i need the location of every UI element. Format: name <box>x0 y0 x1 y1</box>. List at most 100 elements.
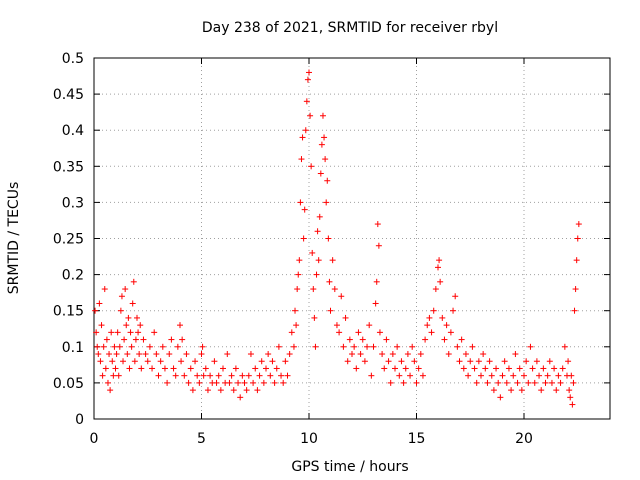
data-point <box>99 372 106 379</box>
data-point <box>469 343 476 350</box>
data-point <box>473 379 480 386</box>
x-tick-label: 15 <box>408 431 426 447</box>
data-point <box>307 112 314 119</box>
x-tick-label: 20 <box>515 431 533 447</box>
data-point <box>376 329 383 336</box>
data-point <box>342 314 349 321</box>
data-point <box>120 358 127 365</box>
data-point <box>480 351 487 358</box>
data-point <box>570 379 577 386</box>
data-point <box>318 141 325 148</box>
y-tick-label: 0 <box>75 412 84 428</box>
data-point <box>103 336 110 343</box>
data-point <box>157 358 164 365</box>
data-point <box>462 351 469 358</box>
data-point <box>497 394 504 401</box>
data-point <box>437 278 444 285</box>
x-tick-label: 0 <box>90 431 99 447</box>
data-point <box>409 343 416 350</box>
data-point <box>299 134 306 141</box>
data-point <box>415 365 422 372</box>
data-point <box>101 286 108 293</box>
data-point <box>351 343 358 350</box>
data-point <box>417 351 424 358</box>
data-point <box>516 365 523 372</box>
data-point <box>177 322 183 329</box>
x-tick-label: 5 <box>197 431 206 447</box>
data-point <box>265 351 272 358</box>
data-point <box>174 343 181 350</box>
data-point <box>288 329 295 336</box>
data-point <box>196 379 203 386</box>
data-point <box>230 387 237 394</box>
data-point <box>346 336 353 343</box>
data-point <box>456 358 463 365</box>
data-point <box>361 358 368 365</box>
data-point <box>135 329 142 336</box>
data-point <box>245 372 252 379</box>
data-point <box>179 336 186 343</box>
data-point <box>452 293 459 300</box>
data-point <box>374 221 381 228</box>
axis-ticks: 0 0.05 0.1 0.15 0.2 0.25 0.3 0.35 0.4 0.45 0.5 0 5 10… <box>53 51 610 447</box>
data-point <box>118 293 125 300</box>
data-point <box>316 213 323 220</box>
data-point <box>465 372 472 379</box>
data-point <box>450 307 457 314</box>
data-point <box>321 134 328 141</box>
data-point <box>269 358 276 365</box>
data-point <box>93 329 100 336</box>
data-point <box>294 286 301 293</box>
data-point <box>525 379 532 386</box>
data-point <box>113 351 120 358</box>
data-point <box>467 358 474 365</box>
data-point <box>267 372 274 379</box>
data-point <box>400 379 407 386</box>
data-point <box>104 379 111 386</box>
data-point <box>490 387 497 394</box>
data-point <box>338 293 345 300</box>
data-point <box>226 379 233 386</box>
data-point <box>366 322 373 329</box>
data-point <box>172 372 179 379</box>
data-point <box>447 329 454 336</box>
data-point <box>568 372 575 379</box>
data-point <box>166 351 173 358</box>
data-point <box>183 351 190 358</box>
data-points <box>92 69 582 408</box>
data-point <box>95 351 102 358</box>
data-point <box>501 358 508 365</box>
data-point <box>424 322 431 329</box>
y-axis-label: SRMTID / TECUs <box>6 182 22 295</box>
data-point <box>495 379 502 386</box>
data-point <box>168 336 175 343</box>
data-point <box>368 372 375 379</box>
y-tick-label: 0.3 <box>62 195 84 211</box>
data-point <box>181 372 188 379</box>
data-point <box>333 322 340 329</box>
data-point <box>292 307 299 314</box>
data-point <box>394 343 401 350</box>
data-point <box>110 372 117 379</box>
data-point <box>317 170 324 177</box>
data-point <box>458 336 465 343</box>
data-point <box>566 387 573 394</box>
data-point <box>404 351 411 358</box>
data-point <box>239 372 246 379</box>
y-tick-label: 0.4 <box>62 123 84 139</box>
data-point <box>454 343 461 350</box>
data-point <box>153 351 160 358</box>
data-point <box>98 322 105 329</box>
data-point <box>370 343 377 350</box>
data-point <box>340 343 347 350</box>
data-point <box>441 336 448 343</box>
data-point <box>303 98 310 105</box>
plot-frame <box>93 57 611 420</box>
data-point <box>211 358 218 365</box>
data-point <box>518 387 525 394</box>
data-point <box>301 206 308 213</box>
data-point <box>290 343 297 350</box>
data-point <box>426 314 433 321</box>
data-point <box>128 343 135 350</box>
data-point <box>503 379 510 386</box>
